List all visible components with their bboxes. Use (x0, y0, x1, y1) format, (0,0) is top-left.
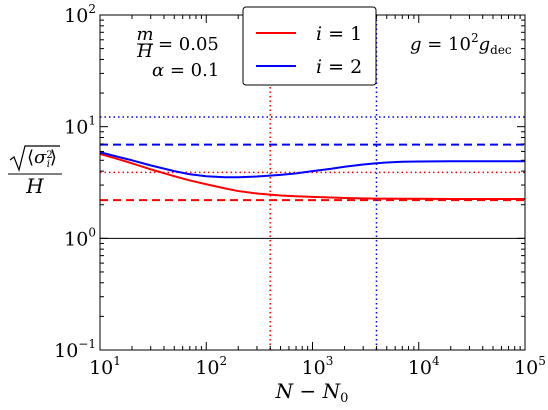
y-tick-label: 100 (64, 225, 96, 250)
svg-text:H: H (136, 41, 153, 62)
series-line-1 (99, 152, 525, 201)
svg-text:g = 102gdec: g = 102gdec (410, 31, 512, 57)
svg-text:= 0.05: = 0.05 (158, 34, 219, 55)
annotation-g: g = 102gdec (410, 31, 512, 57)
sqrt-sign (9, 145, 60, 172)
x-tick-label: 101 (89, 354, 121, 379)
x-axis-label: N − N0 (275, 379, 349, 406)
svg-text:H: H (25, 174, 44, 198)
legend: i = 1 i = 2 (242, 6, 377, 86)
series-line-2 (99, 151, 525, 179)
y-tick-label: 10−1 (54, 337, 96, 362)
svg-text:m: m (136, 24, 153, 45)
y-tick-label: 102 (64, 2, 96, 27)
reference-lines (100, 15, 525, 350)
series-lines (99, 151, 525, 201)
axis-ticks (99, 14, 526, 351)
tick-labels: 101 102 103 104 105 10−1 100 101 102 (54, 2, 546, 379)
svg-text:N − N0: N − N0 (275, 379, 349, 406)
svg-text:⟨σ2i⟩: ⟨σ2 i⟩ (27, 147, 57, 170)
x-tick-label: 104 (408, 354, 440, 379)
annotation-m-over-h: m H = 0.05 (136, 24, 219, 62)
x-tick-label: 102 (195, 354, 227, 379)
y-tick-label: 101 (64, 114, 96, 139)
legend-label-i2: i = 2 (316, 56, 362, 78)
x-tick-label: 105 (514, 354, 546, 379)
legend-label-i1: i = 1 (316, 23, 362, 45)
y-axis-label: ⟨σ2 i⟩ H (8, 145, 62, 198)
svg-text:α = 0.1: α = 0.1 (152, 60, 219, 81)
annotation-alpha: α = 0.1 (152, 60, 219, 81)
x-tick-label: 103 (302, 354, 334, 379)
